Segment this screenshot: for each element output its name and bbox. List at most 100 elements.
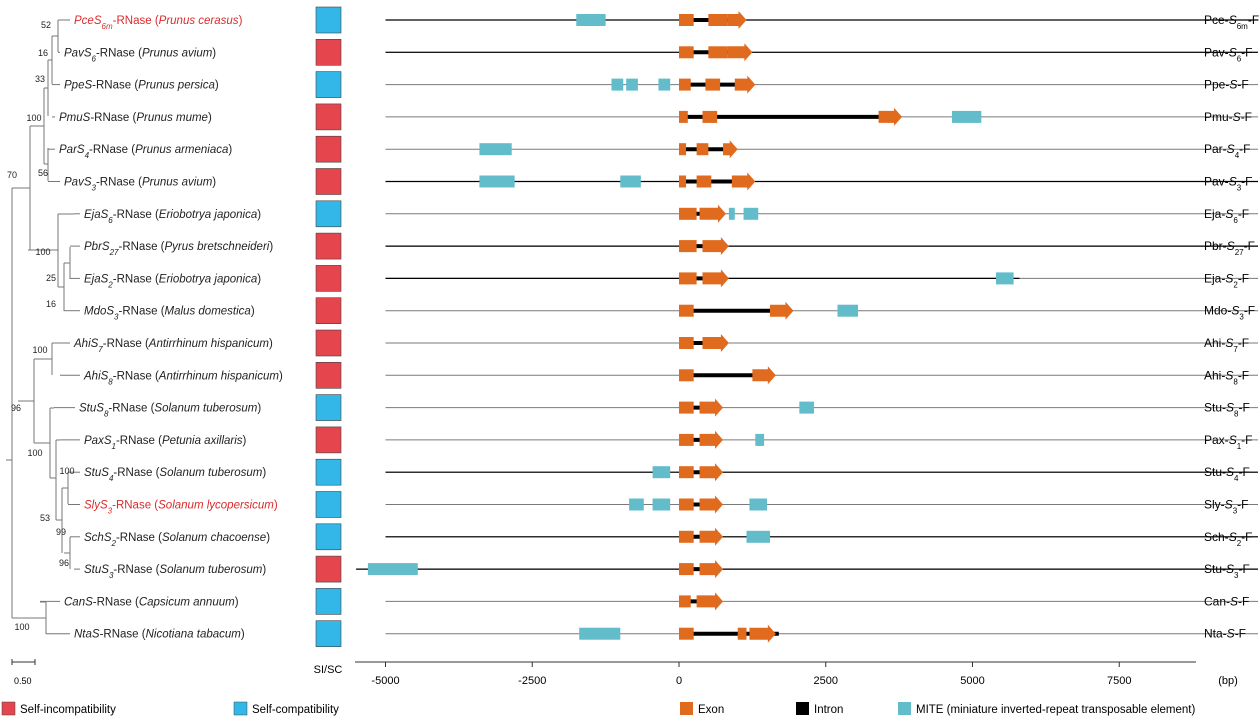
species-close: ) <box>266 532 270 544</box>
legend-intron-swatch <box>796 702 809 715</box>
mite <box>611 78 624 91</box>
sc-box <box>315 71 342 98</box>
mite <box>755 433 765 446</box>
gene-label-part: StuS <box>84 467 109 479</box>
gene-label-part: 3 <box>114 312 119 321</box>
species-name: Antirrhinum hispanicum <box>158 370 280 382</box>
f-box-label-part: Eja- <box>1204 207 1225 221</box>
f-box-label-part: Eja- <box>1204 271 1225 285</box>
exon-arrow <box>749 624 776 643</box>
f-box-label-part: 3 <box>1233 506 1238 515</box>
gene-label-part: AhiS <box>73 338 99 350</box>
f-box-label-part: -F <box>1241 110 1252 124</box>
species-open: ( <box>138 47 142 59</box>
bootstrap-value: 16 <box>46 299 56 309</box>
f-box-label-part: 3 <box>1237 183 1242 192</box>
mite <box>658 78 671 91</box>
gene-label-part: -RNase <box>90 112 132 124</box>
species-open: ( <box>155 209 159 221</box>
f-box-label-part: S <box>1226 562 1234 576</box>
gene-label-part: SchS <box>84 532 112 544</box>
species-close: ) <box>269 338 273 350</box>
species-name: Pyrus bretschneideri <box>165 241 270 253</box>
si-box <box>315 232 342 260</box>
mite <box>837 304 859 317</box>
f-box-label-part: Sch- <box>1204 530 1229 544</box>
species-close: ) <box>228 144 232 156</box>
mite <box>576 14 606 26</box>
species-name: Solanum lycopersicum <box>158 500 274 512</box>
f-box-label-part: 2 <box>1233 280 1238 289</box>
f-box-label-part: Ppe- <box>1204 78 1229 92</box>
f-box-label-part: -F <box>1241 433 1252 447</box>
gene-label-part: 7 <box>98 345 103 354</box>
f-box-label-part: Pav- <box>1204 45 1229 59</box>
gene-label-part: -RNase <box>113 15 155 27</box>
f-box-label-part: S <box>1227 239 1235 253</box>
f-box-label-part: -F <box>1241 175 1252 189</box>
bootstrap-value: 100 <box>35 247 50 257</box>
exon <box>679 498 694 511</box>
legend-si-swatch <box>1 701 16 716</box>
f-box-label-part: Pav- <box>1204 175 1229 189</box>
gene-label-part: 3 <box>108 506 113 515</box>
gene-label-part: 3 <box>92 183 97 192</box>
gene-label-part: AhiS <box>83 370 109 382</box>
gene-label-part: S <box>94 15 102 27</box>
bootstrap-value: 56 <box>38 168 48 178</box>
f-box-label-part: -F <box>1235 627 1246 641</box>
si-sc-label: SI/SC <box>314 664 343 676</box>
exon <box>679 337 694 349</box>
f-box-label-part: S <box>1225 207 1233 221</box>
exon-arrow <box>696 592 724 611</box>
gene-label-part: StuS <box>79 403 104 415</box>
gene-label: StuS8-RNase (Solanum tuberosum) <box>79 403 261 419</box>
gene-label: PavS6-RNase (Prunus avium) <box>64 47 216 63</box>
gene-label-part: -RNase <box>103 338 145 350</box>
f-box-label: Ahi-S8-F <box>1204 368 1249 386</box>
f-box-label-part: Stu- <box>1204 465 1226 479</box>
f-box-label-part: Pmu- <box>1204 110 1233 124</box>
species-open: ( <box>154 500 158 512</box>
legend: Self-incompatibility Self-compatibility Ex… <box>1 701 1195 716</box>
legend-sc-swatch <box>233 701 248 716</box>
exon-arrow <box>702 237 729 256</box>
sc-box <box>315 491 342 518</box>
species-open: ( <box>133 112 137 124</box>
legend-sc-label: Self-compatibility <box>252 704 339 716</box>
exon <box>679 207 697 220</box>
si-box <box>315 135 342 163</box>
f-box-label-part: Par- <box>1204 142 1227 156</box>
exon <box>702 110 718 123</box>
f-box-label: Ppe-S-F <box>1204 78 1249 92</box>
species-open: ( <box>145 338 149 350</box>
exon <box>679 530 694 543</box>
f-box-label-part: -F <box>1238 336 1249 350</box>
axis-unit: (bp) <box>1218 675 1238 687</box>
sc-box <box>315 200 342 228</box>
sc-box <box>315 620 342 648</box>
mite <box>951 110 982 123</box>
species-close: ) <box>212 47 216 59</box>
gene-label: SchS2-RNase (Solanum chacoense) <box>84 532 270 548</box>
species-open: ( <box>158 435 162 447</box>
gene-label-part: SlyS <box>84 500 108 512</box>
axis-tick-label: 5000 <box>960 675 984 687</box>
f-box-label: Can-S-F <box>1204 594 1249 608</box>
f-box-label: Ahi-S7-F <box>1204 336 1249 354</box>
f-box-label-part: S <box>1225 271 1233 285</box>
exon <box>679 175 687 188</box>
gene-label: AhiS7-RNase (Antirrhinum hispanicum) <box>73 338 273 354</box>
gene-label-part: StuS <box>84 564 109 576</box>
f-box-label-part: S <box>1225 336 1233 350</box>
species-close: ) <box>212 177 216 189</box>
gene-label-part: -RNase <box>113 564 155 576</box>
bootstrap-values: 52 16 33 100 56 70 100 25 16 100 96 100 100 53 99 96 100 <box>7 20 75 632</box>
mite <box>743 207 759 220</box>
axis-tick-label: -2500 <box>518 675 546 687</box>
species-close: ) <box>257 273 261 285</box>
si-box <box>315 168 342 195</box>
gene-label-part: 6 <box>108 215 113 224</box>
f-box-label-part: Pax- <box>1204 433 1229 447</box>
